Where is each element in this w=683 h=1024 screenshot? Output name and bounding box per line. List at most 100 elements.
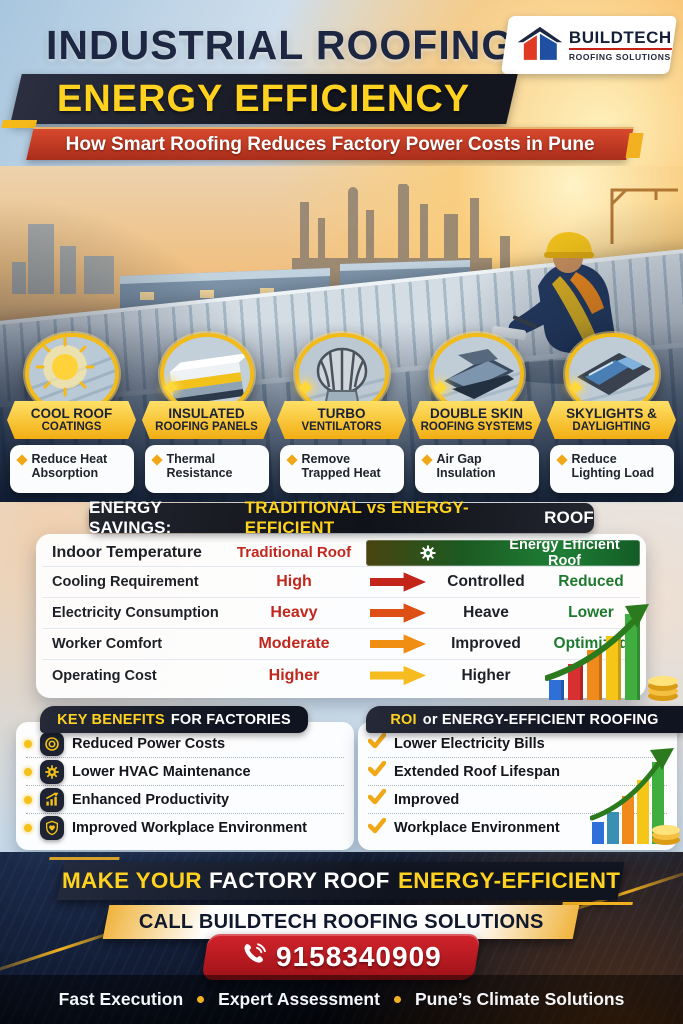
subtitle-banner: ENERGY EFFICIENCY	[10, 74, 518, 124]
solution-benefit: Air Gap Insulation	[414, 445, 539, 493]
heading-rest: or ENERGY-EFFICIENT ROOFING	[422, 711, 659, 728]
solution-card: INSULATED ROOFING PANELS Thermal Resista…	[141, 333, 272, 493]
page-title: INDUSTRIAL ROOFING	[46, 22, 515, 68]
roi-item: Extended Roof Lifespan	[367, 758, 667, 786]
cta-subline-text: CALL BUILDTECH ROOFING SOLUTIONS	[138, 910, 544, 933]
cta-headline-part1: MAKE YOUR	[61, 868, 202, 893]
roi-label: Lower Electricity Bills	[394, 735, 545, 752]
transition-arrow-icon	[370, 665, 426, 686]
footer-item: Pune’s Climate Solutions	[414, 989, 625, 1009]
heading-post: ROOF	[544, 508, 594, 527]
logo-tagline: ROOFING SOLUTIONS	[569, 47, 672, 62]
transition-arrow-icon	[370, 572, 426, 592]
bullet-dot-icon	[24, 824, 32, 832]
heading-pre: ENERGY SAVINGS:	[89, 498, 172, 537]
roi-label: Workplace Environment	[394, 820, 560, 836]
comparison-heading: ENERGY SAVINGS: TRADITIONAL vs ENERGY-EF…	[89, 498, 594, 537]
roi-chart-illustration	[589, 738, 682, 848]
table-header-row: Indoor Temperature Traditional Roof	[42, 537, 640, 569]
efficient-value: Controlled	[447, 573, 525, 590]
solution-title: TURBO VENTILATORS	[277, 401, 406, 439]
bullet-dot-icon	[24, 767, 32, 776]
traditional-value: Moderate	[258, 635, 330, 652]
solution-card: COOL ROOF COATINGS Reduce Heat Absorptio…	[6, 333, 137, 493]
solution-card: DOUBLE SKIN ROOFING SYSTEMS Air Gap Insu…	[411, 333, 542, 493]
row-label: Electricity Consumption	[52, 605, 219, 621]
check-icon	[367, 732, 387, 754]
heading-highlight: KEY BENEFITS	[57, 711, 165, 728]
benefit-item: Lower HVAC Maintenance	[24, 758, 344, 786]
diamond-bullet-icon	[285, 454, 298, 466]
solution-title: DOUBLE SKIN ROOFING SYSTEMS	[412, 401, 541, 439]
row-label: Cooling Requirement	[52, 574, 199, 590]
benefit-label: Enhanced Productivity	[72, 791, 230, 808]
table-row: Operating Cost Higher Higher	[42, 660, 640, 691]
subtitle-text: ENERGY EFFICIENCY	[57, 77, 471, 120]
column-traditional: Traditional Roof	[236, 544, 352, 561]
solution-benefit: Reduce Heat Absorption	[9, 445, 134, 493]
table-row: Worker Comfort Moderate Improved Optimiz…	[42, 629, 640, 660]
column-efficient-banner: Energy Efficient Roof	[366, 537, 640, 569]
solution-card: TURBO VENTILATORS Remove Trapped Heat	[276, 333, 407, 493]
benefit-label: Lower HVAC Maintenance	[72, 763, 251, 780]
diamond-bullet-icon	[150, 454, 163, 466]
row-label: Operating Cost	[52, 667, 157, 684]
outcome-value: Reduced	[558, 573, 624, 590]
roi-item: Lower Electricity Bills	[367, 730, 667, 758]
dot-separator-icon	[393, 996, 401, 1003]
footer-tagline: Fast Execution Expert Assessment Pune’s …	[0, 975, 683, 1024]
house-roof-icon	[517, 24, 563, 67]
heading-highlight: TRADITIONAL vs ENERGY-EFFICIENT	[244, 498, 469, 537]
cta-headline-banner: MAKE YOUR FACTORY ROOF ENERGY-EFFICIENT	[57, 862, 625, 900]
solution-title: COOL ROOF COATINGS	[7, 401, 136, 439]
footer-item: Fast Execution	[58, 989, 184, 1009]
key-benefits-heading: KEY BENEFITS FOR FACTORIES	[40, 706, 308, 733]
roi-heading: ROI or ENERGY-EFFICIENT ROOFING	[366, 706, 683, 733]
solution-benefit: Thermal Resistance	[144, 445, 269, 493]
cta-headline-part3: ENERGY-EFFICIENT	[398, 868, 621, 893]
check-icon	[367, 817, 387, 839]
traditional-value: Higher	[268, 666, 320, 684]
shield-heart-icon	[40, 816, 64, 840]
heading-rest: FOR FACTORIES	[170, 711, 291, 728]
benefit-item: Enhanced Productivity	[24, 786, 344, 814]
transition-arrow-icon	[370, 634, 426, 654]
traditional-value: High	[276, 573, 312, 590]
diamond-bullet-icon	[555, 454, 568, 466]
cta-headline-part2: FACTORY ROOF	[209, 868, 391, 893]
solution-benefit: Remove Trapped Heat	[279, 445, 404, 493]
comparison-table: Indoor Temperature Traditional Roof	[36, 534, 646, 698]
growth-chart-illustration	[544, 592, 683, 704]
check-icon	[367, 788, 387, 810]
bullet-dot-icon	[24, 795, 32, 804]
diamond-bullet-icon	[420, 454, 433, 466]
solution-title: INSULATED ROOFING PANELS	[142, 401, 271, 439]
heading-highlight: ROI	[390, 711, 417, 728]
key-benefits-panel: Reduced Power Costs Lower HVAC Maintenan…	[16, 722, 354, 850]
tagline-banner: How Smart Roofing Reduces Factory Power …	[26, 127, 634, 160]
benefit-item: Improved Workplace Environment	[24, 814, 344, 842]
efficient-value: Heave	[463, 604, 509, 621]
benefit-label: Improved Workplace Environment	[72, 820, 308, 836]
phone-number: 9158340909	[276, 941, 442, 972]
benefit-item: Reduced Power Costs	[24, 730, 344, 758]
solution-title: SKYLIGHTS & DAYLIGHTING	[547, 401, 676, 439]
phone-button[interactable]: 9158340909	[201, 934, 481, 980]
roi-label: Extended Roof Lifespan	[394, 763, 560, 780]
row-label: Worker Comfort	[52, 636, 163, 652]
row-header: Indoor Temperature	[52, 543, 202, 561]
dot-separator-icon	[197, 996, 205, 1003]
efficient-value: Improved	[451, 635, 521, 652]
solution-benefit: Reduce Lighting Load	[549, 445, 674, 493]
skylight-icon	[564, 333, 659, 415]
productivity-chart-icon	[40, 787, 64, 812]
transition-arrow-icon	[370, 603, 426, 623]
benefit-label: Reduced Power Costs	[72, 735, 226, 752]
outcome-value: Lower	[568, 604, 614, 621]
traditional-value: Heavy	[270, 604, 318, 621]
gear-icon	[40, 759, 64, 784]
roi-item: Improved	[367, 786, 667, 814]
brand-logo: BUILDTECH ROOFING SOLUTIONS	[500, 16, 678, 74]
table-row: Electricity Consumption Heavy Heave Lowe…	[42, 598, 640, 629]
